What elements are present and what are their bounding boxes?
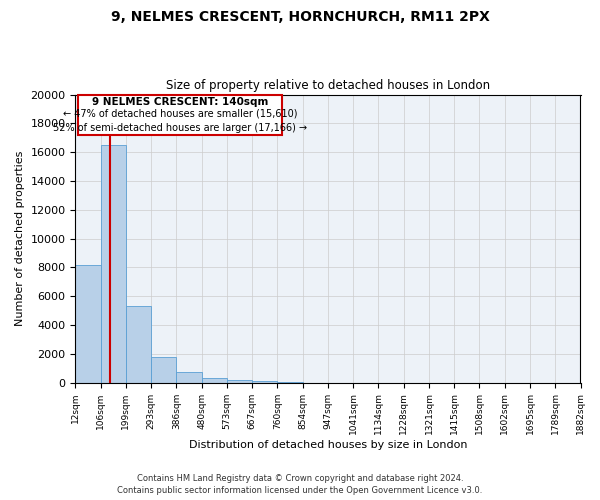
- Bar: [227, 380, 252, 382]
- Bar: [252, 381, 277, 382]
- Bar: [176, 372, 202, 382]
- Text: ← 47% of detached houses are smaller (15,610): ← 47% of detached houses are smaller (15…: [63, 108, 298, 118]
- Bar: [202, 378, 227, 382]
- Title: Size of property relative to detached houses in London: Size of property relative to detached ho…: [166, 79, 490, 92]
- Text: 52% of semi-detached houses are larger (17,166) →: 52% of semi-detached houses are larger (…: [53, 122, 308, 132]
- Text: 9 NELMES CRESCENT: 140sqm: 9 NELMES CRESCENT: 140sqm: [92, 97, 269, 107]
- X-axis label: Distribution of detached houses by size in London: Distribution of detached houses by size …: [189, 440, 467, 450]
- Bar: [126, 306, 151, 382]
- Y-axis label: Number of detached properties: Number of detached properties: [15, 151, 25, 326]
- Bar: [151, 356, 176, 382]
- Bar: [101, 145, 126, 382]
- FancyBboxPatch shape: [79, 94, 283, 135]
- Text: 9, NELMES CRESCENT, HORNCHURCH, RM11 2PX: 9, NELMES CRESCENT, HORNCHURCH, RM11 2PX: [110, 10, 490, 24]
- Text: Contains HM Land Registry data © Crown copyright and database right 2024.
Contai: Contains HM Land Registry data © Crown c…: [118, 474, 482, 495]
- Bar: [76, 264, 101, 382]
